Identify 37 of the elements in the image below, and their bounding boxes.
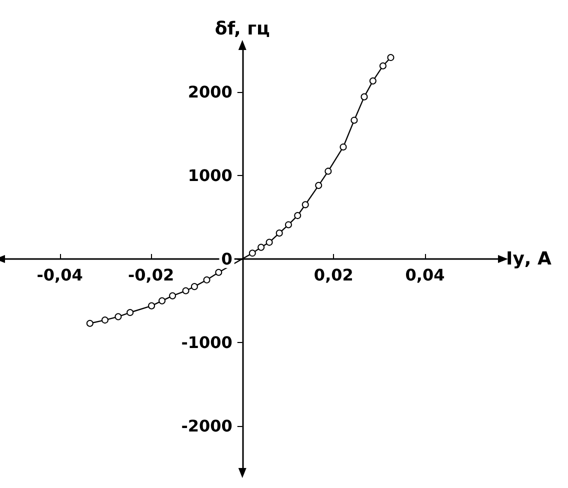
point xyxy=(182,287,190,294)
point xyxy=(350,116,358,124)
point xyxy=(360,93,368,100)
point xyxy=(340,143,347,150)
point xyxy=(158,297,166,304)
point xyxy=(379,62,386,70)
point xyxy=(169,292,176,300)
point xyxy=(190,283,198,290)
point xyxy=(315,182,322,189)
y-axis-title: δf, гц xyxy=(214,18,270,40)
point xyxy=(215,268,222,276)
point xyxy=(258,244,265,251)
x-tick-label: 0,02 xyxy=(314,266,354,284)
point xyxy=(387,54,394,62)
point xyxy=(294,212,302,220)
point xyxy=(302,201,309,208)
y-tick-label: -1000 xyxy=(181,333,232,352)
point xyxy=(276,230,283,237)
point xyxy=(86,320,94,327)
y-tick-label: 2000 xyxy=(188,82,232,102)
point xyxy=(126,309,134,316)
y-tick-label: -2000 xyxy=(181,416,232,436)
point xyxy=(101,316,108,324)
x-axis-title: Iу, A xyxy=(506,248,552,270)
point xyxy=(248,250,256,257)
point xyxy=(114,313,122,320)
y-tick-label: 1000 xyxy=(188,166,232,185)
point xyxy=(324,168,332,175)
point xyxy=(203,276,210,284)
y-tick-label: 0 xyxy=(221,250,232,268)
point xyxy=(148,302,156,310)
point xyxy=(369,77,376,84)
x-tick-label: -0,02 xyxy=(128,266,174,284)
point xyxy=(266,238,273,246)
x-tick-label: -0,04 xyxy=(36,266,83,284)
point xyxy=(284,221,292,228)
x-tick-label: 0,04 xyxy=(405,266,445,284)
